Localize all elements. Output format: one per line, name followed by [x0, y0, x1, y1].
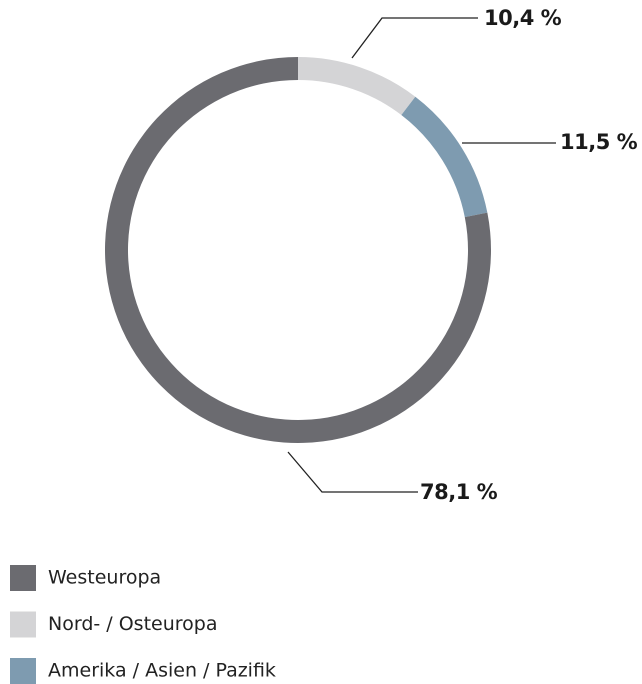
value-label: 10,4 %: [484, 6, 562, 30]
donut-segment: [298, 57, 416, 116]
legend-label: Nord- / Osteuropa: [48, 613, 217, 635]
value-label: 78,1 %: [420, 480, 498, 504]
legend-label: Amerika / Asien / Pazifik: [48, 660, 276, 682]
leader-line: [287, 451, 418, 493]
legend-label: Westeuropa: [48, 567, 161, 589]
leader-line: [351, 17, 478, 59]
legend-swatch: [10, 565, 36, 591]
donut-segment: [401, 96, 488, 218]
legend-swatch: [10, 611, 36, 638]
leader-lines: [287, 17, 556, 493]
legend-swatch: [10, 658, 36, 684]
value-label: 11,5 %: [560, 130, 638, 154]
